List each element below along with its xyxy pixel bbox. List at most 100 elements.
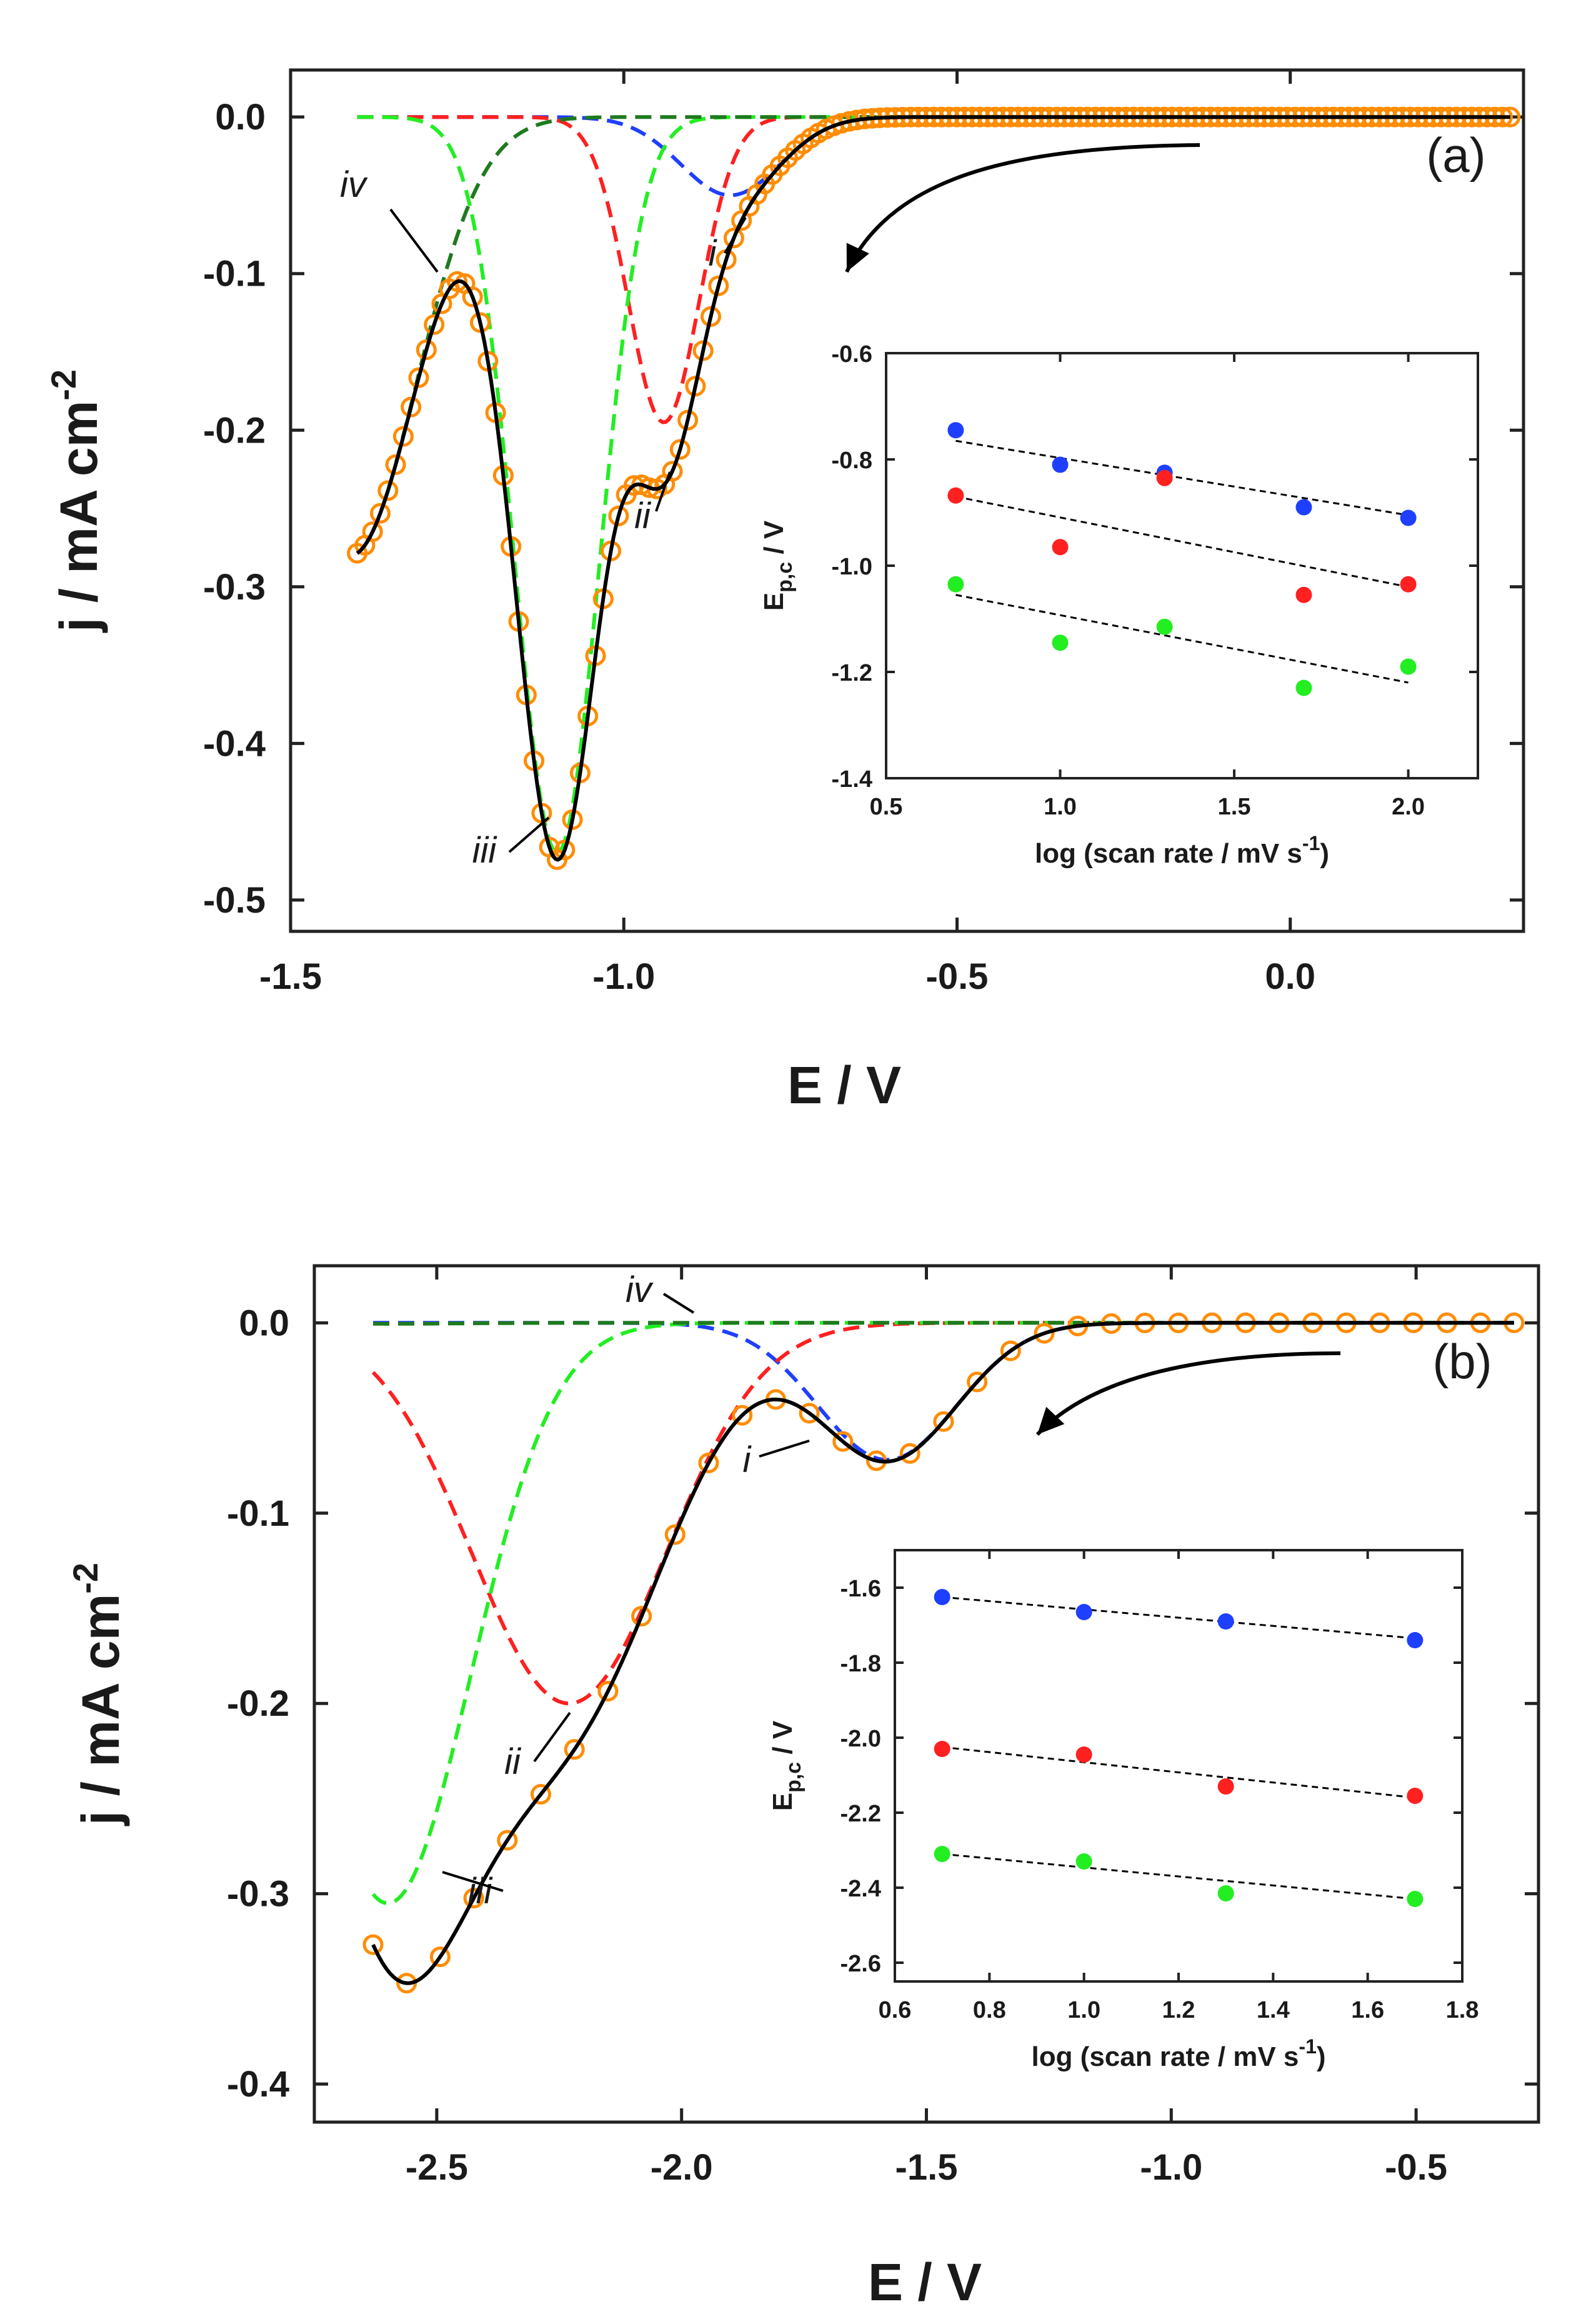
experimental-point bbox=[377, 480, 399, 501]
inset-y-tick-label: -1.8 bbox=[840, 1651, 881, 1677]
inset-x-tick-label: 1.2 bbox=[1162, 1997, 1195, 2023]
inset-y-tick-label: -2.0 bbox=[840, 1726, 881, 1752]
experimental-point bbox=[564, 1739, 585, 1760]
inset-point-iii bbox=[934, 1846, 950, 1862]
x-tick-label: -2.5 bbox=[406, 2147, 468, 2188]
inset-frame bbox=[894, 1549, 1464, 1983]
inset-point-ii bbox=[1075, 1746, 1092, 1763]
y-tick-label: -0.3 bbox=[203, 567, 266, 608]
experimental-point bbox=[701, 306, 721, 327]
panel-label: (b) bbox=[1432, 1334, 1492, 1389]
experimental-point bbox=[662, 461, 683, 482]
experimental-point bbox=[392, 426, 414, 447]
y-tick-label: -0.1 bbox=[203, 254, 266, 294]
experimental-point bbox=[597, 1681, 619, 1702]
inset-fit-line-ii bbox=[955, 496, 1409, 588]
inset-y-tick-label: -1.2 bbox=[832, 660, 872, 686]
inset: 0.6 0.8 1.0 1.2 1.4 1.6 1.8 -1.6 -1.8 -2.0 -2.2 -2.… bbox=[767, 1549, 1479, 2072]
peak-i-curve bbox=[357, 115, 1510, 198]
y-axis-label: j / mA cm-2 bbox=[66, 1563, 130, 1826]
inset-y-tick-label: -1.0 bbox=[832, 554, 872, 580]
inset-point-iii bbox=[1052, 634, 1069, 651]
inset-point-iii bbox=[947, 576, 964, 593]
inset-y-tick-label: -2.2 bbox=[840, 1801, 881, 1827]
inset-fit-line-i bbox=[942, 1596, 1415, 1640]
peak-i-curve bbox=[373, 1321, 1514, 1462]
inset-point-i bbox=[1400, 509, 1417, 526]
x-tick-label: -1.5 bbox=[895, 2147, 958, 2188]
inset-point-i bbox=[934, 1589, 950, 1605]
experimental-point bbox=[708, 275, 729, 296]
inset-point-iii bbox=[1156, 618, 1173, 635]
inset-point-ii bbox=[1156, 469, 1173, 486]
inset-point-ii bbox=[934, 1741, 950, 1757]
inset-y-label-main: E bbox=[767, 1793, 798, 1811]
experimental-point bbox=[416, 339, 437, 361]
inset-point-i bbox=[1295, 499, 1312, 516]
inset-y-axis-label: Ep,c / V bbox=[767, 1720, 805, 1811]
inset-point-i bbox=[1217, 1613, 1234, 1630]
fit-curve bbox=[371, 1321, 1514, 1985]
experimental-point bbox=[497, 1830, 518, 1851]
inset-point-iii bbox=[1075, 1853, 1092, 1870]
peak-leader-ii bbox=[533, 1711, 571, 1763]
inset-x-tick-label: 1.0 bbox=[1067, 1997, 1100, 2023]
inset-x-axis-label: log (scan rate / mV s-1) bbox=[1035, 832, 1329, 869]
experimental-point bbox=[723, 228, 744, 249]
experimental-point bbox=[698, 1452, 719, 1473]
inset-x-tick-label: 1.4 bbox=[1257, 1997, 1290, 2023]
inset-x-tick-label: 1.8 bbox=[1446, 1997, 1479, 2023]
inset-y-tick-label: -1.4 bbox=[832, 766, 872, 793]
inset-frame bbox=[885, 352, 1479, 779]
inset: 0.5 1.0 1.5 2.0 -0.6 -0.8 -1.0 -1.2 -1.4 log (sca… bbox=[759, 341, 1479, 869]
experimental-point bbox=[664, 1524, 686, 1545]
experimental-point bbox=[531, 1784, 551, 1805]
inset-x-axis-label: log (scan rate / mV s-1) bbox=[1031, 2035, 1325, 2072]
inset-x-tick-label: 1.6 bbox=[1351, 1997, 1384, 2023]
experimental-point bbox=[669, 439, 691, 460]
inset-x-tick-label: 0.8 bbox=[973, 1997, 1006, 2023]
inset-y-label-sub: p,c bbox=[782, 1762, 805, 1793]
peak-leader-iv bbox=[389, 208, 439, 273]
peak-label-iv: iv bbox=[340, 164, 368, 205]
y-axis-label-sup: -2 bbox=[66, 1563, 105, 1594]
experimental-point bbox=[470, 312, 491, 333]
peak-leader-iii bbox=[442, 1871, 504, 1892]
experimental-point bbox=[408, 367, 429, 388]
x-tick-label: -1.5 bbox=[259, 956, 322, 997]
inset-y-tick-label: -0.6 bbox=[832, 341, 872, 368]
experimental-point bbox=[401, 396, 422, 418]
inset-point-ii bbox=[1052, 539, 1069, 556]
inset-point-ii bbox=[1217, 1778, 1234, 1795]
y-tick-label: -0.2 bbox=[227, 1683, 289, 1724]
experimental-point bbox=[1034, 1323, 1055, 1344]
x-tick-label: -2.0 bbox=[651, 2147, 713, 2188]
inset-x-tick-label: 1.0 bbox=[1044, 794, 1077, 820]
inset-point-i bbox=[1052, 456, 1069, 473]
experimental-point bbox=[385, 454, 406, 475]
y-tick-label: -0.4 bbox=[203, 723, 266, 764]
y-axis-label-main: j / mA cm bbox=[71, 1594, 130, 1826]
x-tick-label: -0.5 bbox=[1385, 2147, 1447, 2188]
inset-x-tick-label: 0.5 bbox=[870, 794, 903, 820]
experimental-point bbox=[370, 503, 391, 524]
experimental-point bbox=[732, 1405, 753, 1426]
peak-leader-i bbox=[759, 1440, 810, 1458]
experimental-point bbox=[832, 1431, 854, 1452]
scan-direction-arrow bbox=[845, 143, 1200, 273]
peak-label-iv: iv bbox=[626, 1270, 654, 1310]
peak-label-ii: ii bbox=[634, 496, 652, 536]
experimental-point bbox=[462, 286, 483, 308]
x-tick-label: -0.5 bbox=[926, 956, 989, 997]
inset-fit-line-i bbox=[955, 439, 1409, 516]
inset-y-tick-label: -1.6 bbox=[840, 1576, 881, 1602]
peak-label-i: i bbox=[709, 233, 718, 274]
inset-fit-line-ii bbox=[942, 1746, 1415, 1799]
inset-point-iii bbox=[1400, 658, 1417, 675]
inset-point-ii bbox=[947, 487, 964, 504]
peak-leader-iv bbox=[662, 1293, 695, 1314]
inset-x-tick-label: 0.6 bbox=[879, 1997, 912, 2023]
inset-x-tick-label: 2.0 bbox=[1392, 794, 1425, 820]
experimental-point bbox=[463, 1888, 484, 1909]
